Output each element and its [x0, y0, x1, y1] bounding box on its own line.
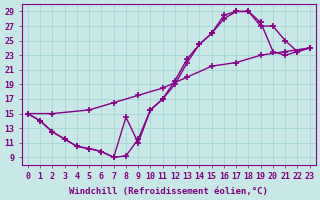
X-axis label: Windchill (Refroidissement éolien,°C): Windchill (Refroidissement éolien,°C) — [69, 187, 268, 196]
